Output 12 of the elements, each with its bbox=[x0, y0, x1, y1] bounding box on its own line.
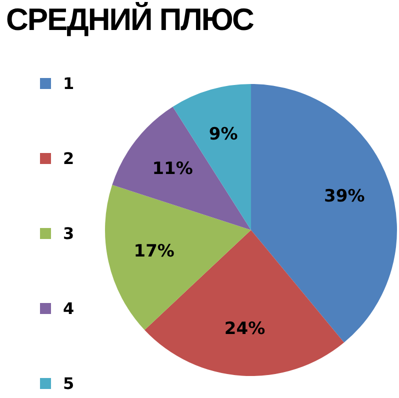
legend-label: 5 bbox=[63, 374, 74, 393]
chart-title: СРЕДНИЙ ПЛЮС bbox=[6, 2, 254, 38]
data-label: 39% bbox=[324, 186, 365, 206]
legend-label: 1 bbox=[63, 74, 74, 93]
legend-label: 3 bbox=[63, 224, 74, 243]
legend-label: 2 bbox=[63, 149, 74, 168]
data-label: 17% bbox=[134, 242, 174, 262]
data-label: 9% bbox=[208, 124, 238, 145]
data-label: 11% bbox=[152, 159, 193, 180]
pie-slice bbox=[112, 106, 251, 230]
legend-label: 4 bbox=[63, 299, 74, 318]
data-label: 24% bbox=[224, 319, 266, 340]
